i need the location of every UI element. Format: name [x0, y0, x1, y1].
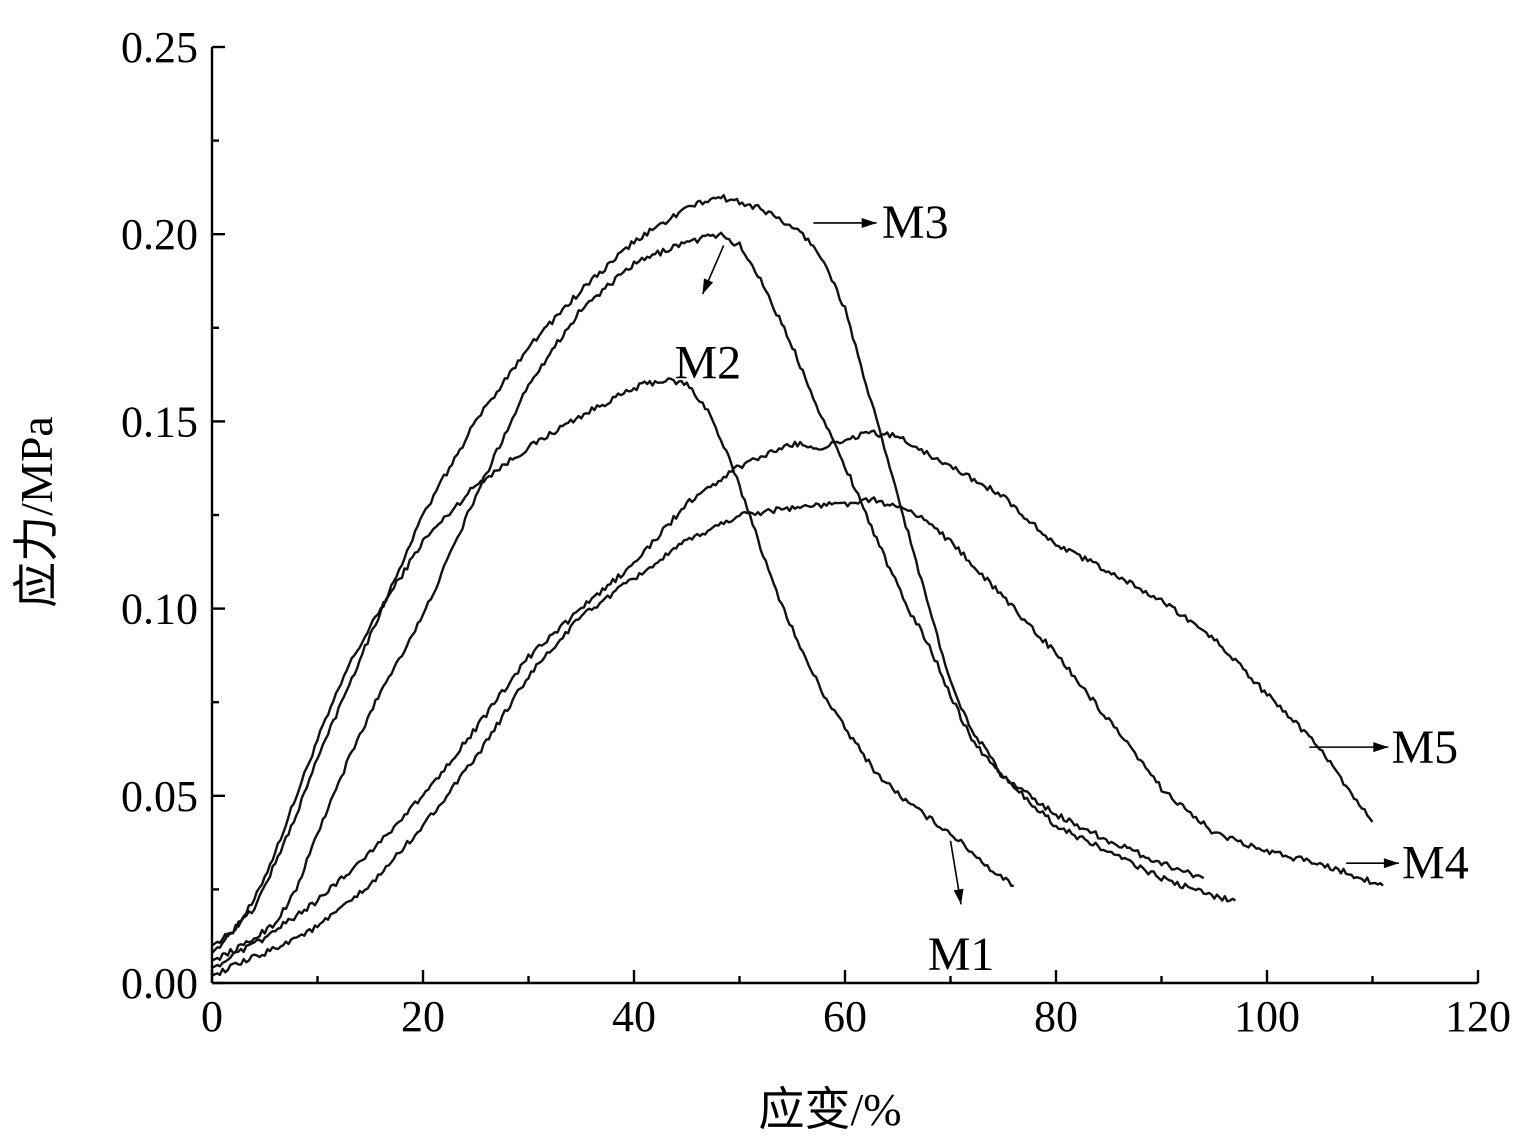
arrowhead-m2	[702, 278, 714, 295]
series-label-m3: M3	[882, 196, 949, 249]
series-labels: M1 M2 M3 M4 M5	[675, 196, 1469, 981]
plot-lines	[211, 194, 1384, 977]
series-line-m2	[211, 231, 1205, 962]
series-line-m5	[211, 429, 1374, 970]
series-label-m5: M5	[1391, 721, 1458, 774]
arrowhead-m5	[1373, 742, 1389, 753]
x-tick-label: 120	[1445, 992, 1511, 1041]
axes	[210, 47, 1478, 985]
y-tick-label: 0.05	[121, 772, 198, 821]
x-tick-label: 60	[823, 992, 867, 1041]
series-line-m1	[211, 377, 1014, 954]
x-tick-label: 100	[1234, 992, 1300, 1041]
y-axis-title: 应力/MPa	[11, 416, 62, 608]
series-line-m3	[211, 194, 1237, 947]
y-tick-label: 0.25	[121, 23, 198, 72]
y-tick-label: 0.15	[121, 397, 198, 446]
arrowhead-m3	[861, 217, 877, 228]
x-tick-label: 40	[612, 992, 656, 1041]
y-tick-label: 0.10	[121, 585, 198, 634]
arrowhead-m1	[953, 888, 964, 905]
arrowhead-m4	[1383, 858, 1399, 869]
series-label-m2: M2	[675, 336, 742, 389]
x-tick-label: 20	[401, 992, 445, 1041]
y-tick-label: 0.00	[121, 959, 198, 1008]
x-tick-label: 0	[201, 992, 223, 1041]
series-line-m4	[211, 496, 1384, 977]
x-tick-label: 80	[1034, 992, 1078, 1041]
series-label-m1: M1	[928, 928, 995, 981]
series-label-m4: M4	[1402, 836, 1469, 889]
y-tick-label: 0.20	[121, 210, 198, 259]
x-axis-title: 应变/%	[758, 1084, 901, 1135]
ticks: 0 20 40 60 80 100 120 0.00 0.05 0.10 0.15 0.20 0.25	[121, 23, 1511, 1041]
annotation-pointers	[701, 217, 1399, 905]
